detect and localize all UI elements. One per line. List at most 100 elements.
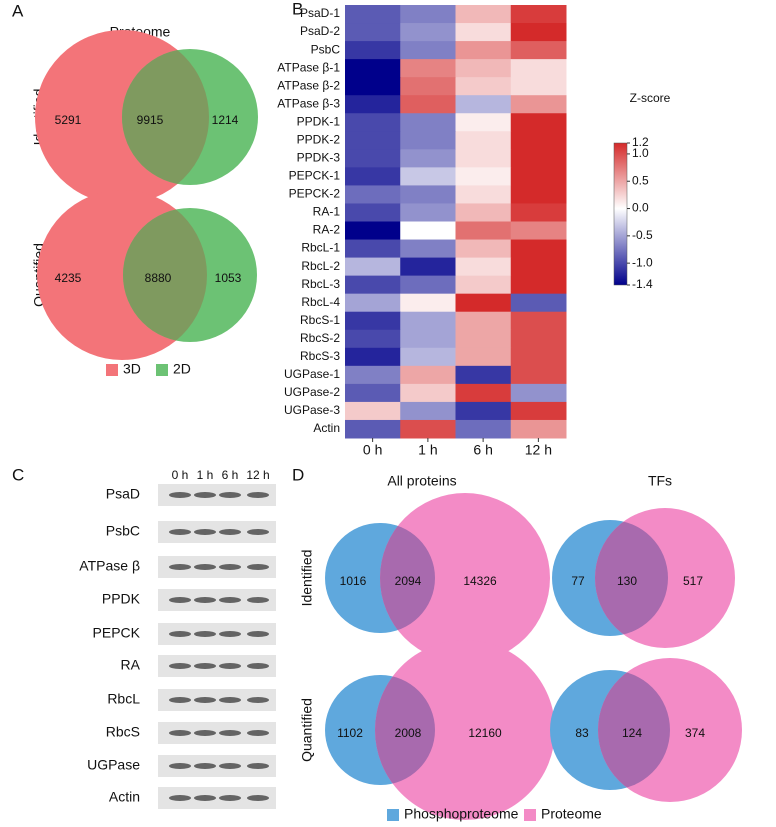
row-label: RA-1 — [313, 205, 341, 219]
heat-cell — [400, 419, 456, 439]
venn-count: 1053 — [215, 271, 242, 285]
venn-count: 1102 — [337, 726, 363, 740]
row-label: RbcS-1 — [300, 313, 340, 327]
blot-band — [194, 795, 216, 801]
venn-count: 517 — [683, 574, 703, 588]
blot-band — [169, 663, 191, 669]
blot-strip — [158, 722, 276, 744]
heat-cell — [510, 401, 567, 421]
blot-band — [194, 763, 216, 769]
heat-cell — [345, 293, 401, 313]
heat-cell — [455, 185, 512, 204]
heat-cell — [400, 185, 456, 204]
heat-cell — [455, 59, 512, 78]
heat-cell — [400, 365, 456, 385]
row-label: PEPCK-2 — [289, 187, 341, 201]
blot-band — [194, 697, 216, 703]
blot-band — [194, 492, 216, 498]
venn-count: 2094 — [395, 574, 422, 588]
heat-cell — [510, 257, 567, 277]
heat-cell — [455, 221, 512, 241]
colorbar-tick-label: 1.0 — [632, 146, 649, 160]
blot-band — [247, 663, 269, 669]
panel-letter: B — [292, 0, 303, 18]
blot-band — [194, 730, 216, 736]
row-label: PsaD-2 — [300, 24, 340, 38]
heat-cell — [400, 347, 456, 367]
panel-letter: C — [12, 465, 24, 484]
legend-label: 3D — [123, 361, 141, 377]
heat-cell — [400, 5, 456, 24]
blot-band — [219, 529, 241, 535]
x-tick-label: 0 h — [363, 442, 382, 458]
heat-cell — [455, 77, 512, 96]
heat-cell — [400, 95, 456, 114]
blot-band — [194, 631, 216, 637]
legend-swatch — [387, 809, 399, 821]
venn-count: 83 — [575, 726, 589, 740]
blot-band — [247, 631, 269, 637]
lane-label: 1 h — [197, 468, 214, 482]
heat-cell — [400, 131, 456, 150]
heat-cell — [455, 23, 512, 42]
blot-band — [169, 795, 191, 801]
heat-cell — [400, 275, 456, 295]
blot-strip — [158, 689, 276, 711]
heat-cell — [400, 149, 456, 168]
blot-band — [247, 597, 269, 603]
heat-cell — [455, 419, 512, 439]
venn-count: 9915 — [137, 113, 164, 127]
heat-cell — [455, 95, 512, 114]
row-label: ATPase β-3 — [277, 96, 340, 110]
heat-cell — [510, 5, 567, 24]
lane-label: 12 h — [246, 468, 269, 482]
colorbar-tick-label: -0.5 — [632, 228, 653, 242]
x-tick-label: 1 h — [418, 442, 437, 458]
heat-cell — [345, 59, 401, 78]
heat-cell — [510, 293, 567, 313]
heat-cell — [510, 221, 567, 241]
legend-label: Phosphoproteome — [404, 806, 519, 822]
legend-swatch — [524, 809, 536, 821]
blot-band — [219, 597, 241, 603]
heat-cell — [455, 329, 512, 349]
row-label: PPDK-2 — [297, 132, 341, 146]
heat-cell — [400, 311, 456, 331]
row-label: RbcL-1 — [301, 241, 340, 255]
colorbar-title: Z-score — [630, 91, 671, 105]
heat-cell — [510, 329, 567, 349]
heat-cell — [510, 275, 567, 295]
blot-label: PsbC — [106, 523, 140, 539]
column-title: TFs — [648, 473, 672, 489]
heat-cell — [345, 167, 401, 186]
blot-label: Actin — [109, 789, 140, 805]
blot-band — [247, 564, 269, 570]
heat-cell — [455, 167, 512, 186]
blot-label: RbcS — [106, 724, 140, 740]
legend-label: 2D — [173, 361, 191, 377]
venn-count: 374 — [685, 726, 705, 740]
blot-label: PPDK — [102, 591, 141, 607]
heat-cell — [400, 239, 456, 259]
blot-strip — [158, 755, 276, 777]
heat-cell — [400, 113, 456, 132]
heat-cell — [400, 401, 456, 421]
colorbar-tick-label: -1.0 — [632, 255, 653, 269]
row-label: PsaD-1 — [300, 6, 340, 20]
row-label: UGPase-3 — [284, 403, 340, 417]
venn-count: 4235 — [55, 271, 82, 285]
blot-band — [169, 529, 191, 535]
venn-count: 5291 — [55, 113, 82, 127]
panel-letter: A — [12, 1, 24, 20]
blot-band — [219, 730, 241, 736]
heat-cell — [455, 239, 512, 259]
colorbar — [613, 142, 628, 286]
blot-strip — [158, 589, 276, 611]
row-label: RbcS-3 — [300, 349, 340, 363]
blot-label: RbcL — [107, 691, 140, 707]
heat-cell — [455, 131, 512, 150]
blot-label: PEPCK — [93, 625, 141, 641]
heat-cell — [510, 365, 567, 385]
heat-cell — [510, 311, 567, 331]
venn-count: 124 — [622, 726, 642, 740]
